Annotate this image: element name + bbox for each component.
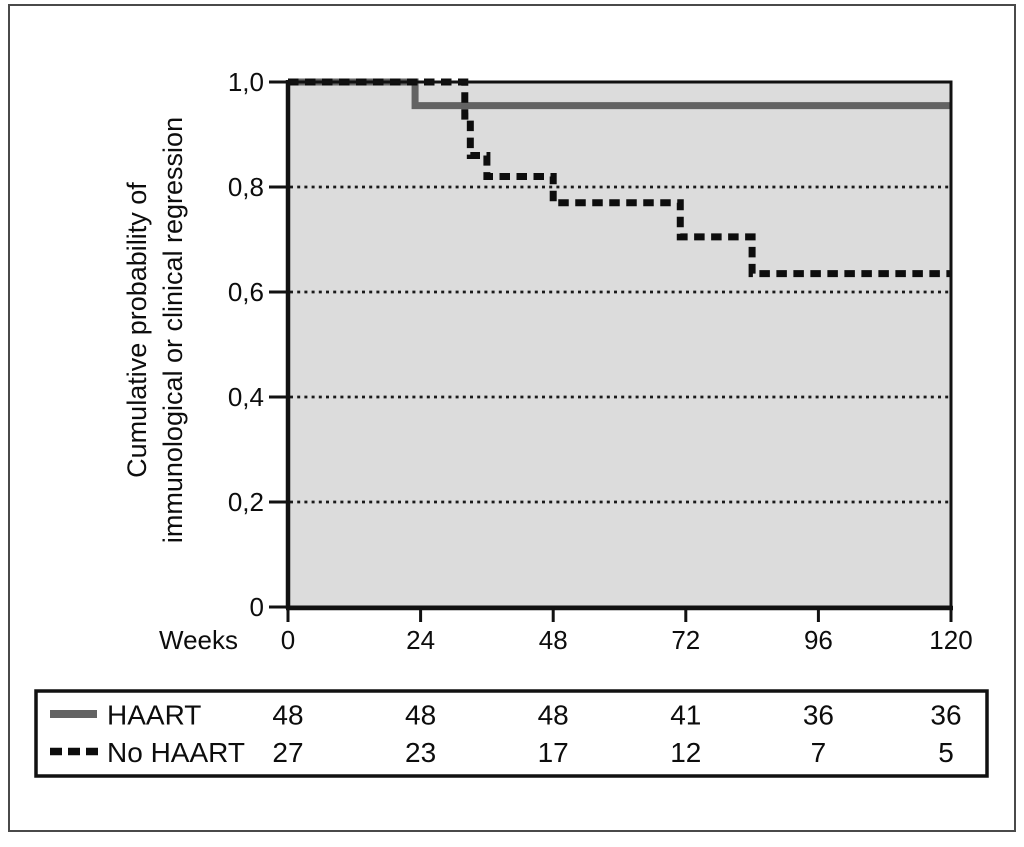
risk-count: 17 xyxy=(538,737,569,768)
x-tick-label: 96 xyxy=(804,625,833,655)
y-tick-label: 1,0 xyxy=(228,67,264,97)
risk-count: 48 xyxy=(405,700,436,731)
risk-table-frame xyxy=(34,689,989,778)
risk-count: 48 xyxy=(538,700,569,731)
y-axis-title-line2: immunological or clinical regression xyxy=(158,117,188,543)
x-tick-label: 48 xyxy=(539,625,568,655)
series-line-no-haart xyxy=(288,78,951,278)
risk-count: 41 xyxy=(670,700,701,731)
y-tick-label: 0,8 xyxy=(228,172,264,202)
risk-numbers: 48 48 48 41 36 36 27 23 17 12 7 5 xyxy=(272,700,961,769)
risk-count: 48 xyxy=(272,700,303,731)
y-tick-label: 0 xyxy=(250,592,264,622)
x-tick-label: 72 xyxy=(671,625,700,655)
y-tick-label: 0,4 xyxy=(228,382,264,412)
y-axis-title-line1: Cumulative probability of xyxy=(122,182,152,478)
x-axis-unit-label: Weeks xyxy=(159,625,238,655)
risk-count: 7 xyxy=(811,737,827,768)
x-tick-label: 120 xyxy=(929,625,972,655)
risk-table: HAART No HAART 48 48 48 41 36 36 27 23 17 12 7 5 xyxy=(34,689,989,778)
risk-count: 23 xyxy=(405,737,436,768)
legend-swatch-haart xyxy=(50,710,97,718)
risk-count: 36 xyxy=(803,700,834,731)
gridlines xyxy=(290,185,949,504)
plot-area xyxy=(288,82,951,607)
y-tick-label: 0,2 xyxy=(228,487,264,517)
y-axis-ticks: 1,0 0,8 0,6 0,4 0,2 0 xyxy=(228,67,289,622)
risk-count: 27 xyxy=(272,737,303,768)
legend-label-no-haart: No HAART xyxy=(107,737,245,768)
x-axis-ticks: 0 24 48 72 96 120 xyxy=(281,608,973,655)
risk-count: 12 xyxy=(670,737,701,768)
x-tick-label: 24 xyxy=(406,625,435,655)
legend-label-haart: HAART xyxy=(107,700,201,731)
risk-count: 5 xyxy=(938,737,954,768)
risk-count: 36 xyxy=(930,700,961,731)
y-tick-label: 0,6 xyxy=(228,277,264,307)
x-tick-label: 0 xyxy=(281,625,295,655)
